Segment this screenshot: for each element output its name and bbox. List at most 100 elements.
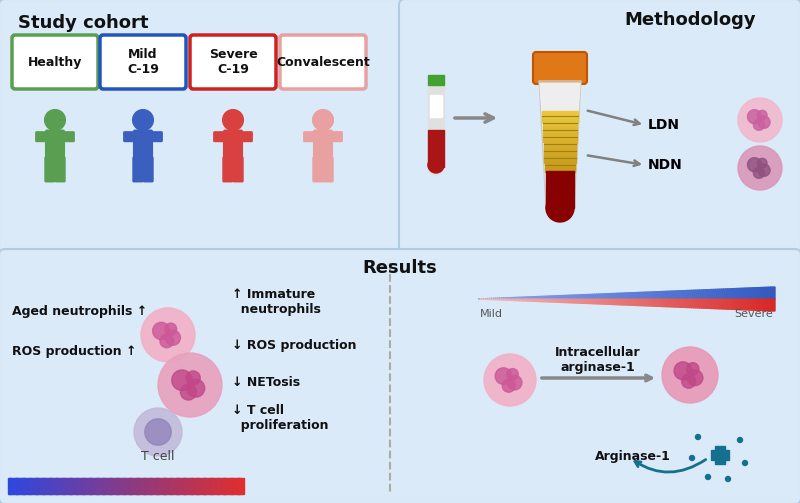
Circle shape — [758, 164, 770, 177]
Polygon shape — [678, 291, 680, 299]
Bar — [131, 478, 133, 494]
Bar — [545, 168, 575, 170]
Bar — [169, 478, 170, 494]
FancyBboxPatch shape — [35, 131, 50, 142]
Polygon shape — [712, 290, 714, 299]
Bar — [128, 478, 130, 494]
Polygon shape — [734, 299, 735, 309]
Polygon shape — [591, 294, 593, 299]
FancyBboxPatch shape — [222, 156, 234, 183]
Polygon shape — [626, 299, 629, 305]
Bar — [114, 478, 115, 494]
Bar — [11, 478, 13, 494]
Bar — [130, 478, 132, 494]
Polygon shape — [742, 299, 743, 310]
Polygon shape — [722, 299, 723, 309]
Bar — [18, 478, 20, 494]
Polygon shape — [583, 299, 585, 303]
Polygon shape — [526, 299, 527, 301]
Polygon shape — [634, 299, 637, 305]
Bar — [715, 446, 725, 464]
Bar — [209, 478, 210, 494]
Polygon shape — [614, 293, 617, 299]
Polygon shape — [609, 294, 610, 299]
Polygon shape — [510, 298, 512, 299]
Bar — [211, 478, 213, 494]
Polygon shape — [757, 299, 759, 310]
Polygon shape — [527, 297, 530, 299]
Polygon shape — [765, 299, 767, 311]
Polygon shape — [739, 288, 742, 299]
Polygon shape — [698, 299, 700, 308]
Polygon shape — [630, 293, 633, 299]
Polygon shape — [682, 291, 684, 299]
Bar — [28, 478, 30, 494]
Bar — [58, 478, 60, 494]
Polygon shape — [569, 299, 571, 303]
Polygon shape — [630, 299, 633, 305]
Bar — [545, 165, 575, 167]
Bar — [146, 478, 148, 494]
Bar — [174, 478, 175, 494]
Polygon shape — [666, 291, 668, 299]
Bar — [545, 160, 575, 162]
Polygon shape — [563, 299, 565, 302]
Bar — [229, 478, 230, 494]
Bar — [25, 478, 26, 494]
Bar — [14, 478, 15, 494]
Polygon shape — [535, 297, 538, 299]
Bar — [148, 478, 150, 494]
Polygon shape — [714, 299, 716, 309]
Polygon shape — [686, 299, 688, 307]
Circle shape — [687, 370, 703, 386]
Bar — [545, 166, 575, 169]
Polygon shape — [589, 294, 591, 299]
Polygon shape — [638, 299, 640, 305]
Circle shape — [758, 158, 767, 168]
Polygon shape — [735, 299, 738, 309]
Polygon shape — [759, 299, 761, 310]
FancyBboxPatch shape — [54, 156, 66, 183]
Polygon shape — [625, 299, 626, 305]
Bar — [13, 478, 14, 494]
Bar — [237, 478, 239, 494]
Bar — [428, 82, 444, 167]
Bar — [143, 478, 145, 494]
FancyBboxPatch shape — [313, 129, 333, 159]
Bar — [178, 478, 179, 494]
Bar — [226, 478, 228, 494]
Polygon shape — [672, 291, 674, 299]
Polygon shape — [716, 289, 718, 299]
Polygon shape — [765, 287, 767, 299]
Polygon shape — [648, 299, 650, 306]
Bar — [206, 478, 208, 494]
Bar — [82, 478, 84, 494]
Bar — [182, 478, 183, 494]
FancyBboxPatch shape — [100, 35, 186, 89]
Polygon shape — [581, 295, 583, 299]
Bar — [544, 154, 576, 156]
Polygon shape — [522, 299, 523, 301]
Polygon shape — [747, 288, 750, 299]
Bar — [543, 138, 577, 140]
Bar — [9, 478, 11, 494]
Bar — [186, 478, 188, 494]
Bar — [543, 136, 577, 138]
Bar — [93, 478, 94, 494]
Polygon shape — [700, 299, 702, 308]
Circle shape — [222, 110, 243, 130]
Text: Mild
C-19: Mild C-19 — [127, 48, 159, 76]
Bar — [428, 75, 444, 85]
Bar — [84, 478, 86, 494]
Bar — [544, 150, 576, 152]
Polygon shape — [656, 292, 658, 299]
Polygon shape — [618, 299, 621, 305]
Bar — [155, 478, 157, 494]
Bar — [154, 478, 155, 494]
Bar — [73, 478, 74, 494]
Polygon shape — [593, 294, 595, 299]
Bar — [234, 478, 237, 494]
Polygon shape — [531, 297, 534, 299]
Bar — [134, 478, 135, 494]
Bar — [542, 120, 578, 122]
